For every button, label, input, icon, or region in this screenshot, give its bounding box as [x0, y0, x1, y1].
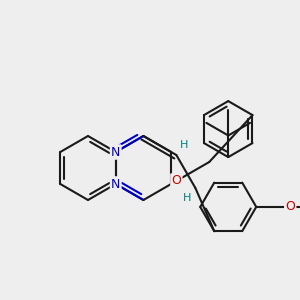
Text: N: N	[111, 178, 120, 190]
Text: O: O	[285, 200, 295, 213]
Text: N: N	[111, 146, 120, 158]
Text: H: H	[183, 193, 191, 203]
Text: H: H	[180, 140, 188, 150]
Text: O: O	[171, 175, 181, 188]
